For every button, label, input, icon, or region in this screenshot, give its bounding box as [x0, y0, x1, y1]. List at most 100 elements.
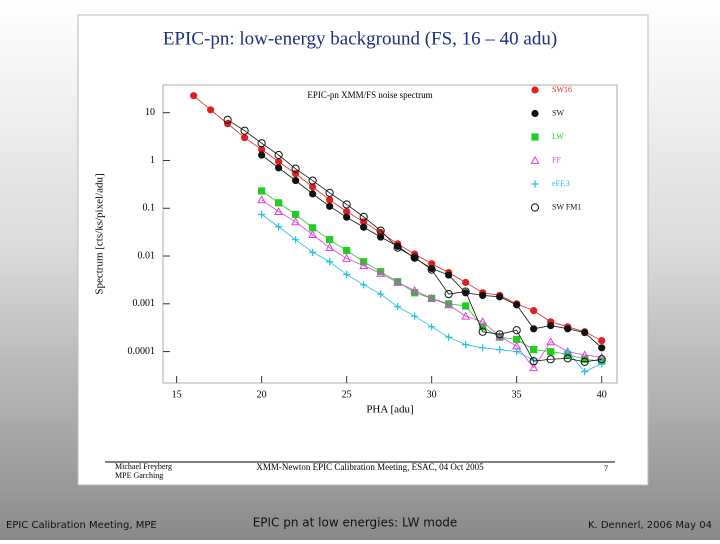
- data-point: [257, 195, 267, 204]
- data-point: [513, 301, 521, 309]
- data-point: [393, 243, 402, 252]
- data-point: [274, 150, 283, 160]
- data-point: [530, 307, 538, 315]
- data-point: [581, 328, 589, 337]
- data-point: [275, 223, 283, 231]
- x-tick-label: 20: [257, 389, 267, 400]
- data-point: [529, 363, 539, 372]
- data-point: [581, 368, 589, 376]
- data-point: [445, 271, 453, 279]
- data-point: [564, 325, 572, 333]
- data-point: [342, 253, 352, 262]
- author: Michael Freyberg: [115, 462, 172, 471]
- data-point: [376, 268, 386, 277]
- data-point: [326, 196, 334, 204]
- data-point: [529, 357, 538, 366]
- data-point: [258, 145, 266, 154]
- data-point: [496, 333, 504, 341]
- data-point: [326, 202, 334, 210]
- x-tick-label: 15: [172, 389, 182, 400]
- data-point: [190, 92, 198, 100]
- author: MPE Garching: [115, 471, 163, 480]
- data-point: [292, 236, 300, 244]
- data-point: [598, 360, 606, 368]
- data-point: [598, 336, 606, 345]
- chart-title: EPIC-pn: low-energy background (FS, 16 –…: [163, 28, 557, 49]
- data-point: [393, 277, 403, 286]
- data-point: [530, 346, 538, 354]
- legend-label: FF: [552, 155, 561, 164]
- y-tick-label: 0.001: [133, 298, 156, 309]
- data-point: [377, 290, 385, 298]
- data-point: [257, 139, 266, 148]
- legend-label: SW: [552, 108, 564, 117]
- data-point: [291, 217, 301, 226]
- data-point: [411, 289, 419, 297]
- data-point: [496, 293, 504, 301]
- series-line: [261, 199, 602, 369]
- legend-marker: [530, 155, 540, 164]
- y-tick-label: 1: [150, 155, 155, 166]
- data-point: [428, 323, 436, 331]
- data-point: [292, 210, 300, 219]
- data-point: [598, 344, 606, 352]
- data-point: [275, 158, 283, 166]
- data-point: [478, 327, 487, 336]
- data-point: [275, 164, 283, 172]
- y-tick-label: 10: [145, 107, 155, 118]
- data-point: [444, 289, 453, 299]
- legend-marker: [531, 180, 539, 188]
- data-point: [241, 134, 249, 142]
- data-point: [427, 293, 437, 302]
- data-point: [495, 331, 505, 340]
- data-point: [326, 236, 334, 244]
- data-point: [308, 230, 318, 239]
- x-axis-label: PHA [adu]: [366, 404, 413, 416]
- data-point: [479, 323, 487, 331]
- data-point: [546, 337, 556, 346]
- data-point: [479, 344, 487, 352]
- data-point: [308, 176, 317, 185]
- legend-marker: [531, 109, 539, 118]
- series-line: [227, 119, 602, 363]
- legend-marker: [531, 133, 539, 141]
- legend-marker: [530, 203, 540, 212]
- data-point: [274, 206, 284, 216]
- data-point: [258, 187, 266, 195]
- data-point: [258, 210, 266, 219]
- x-tick-label: 35: [512, 389, 522, 400]
- data-point: [309, 183, 317, 191]
- data-point: [360, 223, 368, 231]
- footer-center: EPIC pn at low energies: LW mode: [253, 516, 458, 530]
- data-point: [462, 302, 470, 310]
- plot-subtitle: EPIC-pn XMM/FS noise spectrum: [307, 90, 432, 100]
- data-point: [309, 190, 317, 198]
- data-point: [462, 278, 470, 287]
- footer-right: K. Dennerl, 2006 May 04: [588, 520, 712, 531]
- data-point: [462, 341, 470, 349]
- data-point: [495, 330, 504, 339]
- data-point: [427, 265, 436, 274]
- data-point: [496, 346, 504, 354]
- legend-label: SW16: [552, 85, 572, 94]
- data-point: [325, 242, 335, 251]
- page-number: 7: [604, 464, 608, 473]
- data-point: [343, 208, 351, 216]
- data-point: [240, 126, 249, 135]
- data-point: [343, 270, 351, 279]
- data-point: [444, 300, 454, 309]
- data-point: [275, 199, 283, 207]
- data-point: [377, 233, 385, 241]
- y-tick-label: 0.1: [143, 203, 156, 214]
- data-point: [530, 325, 538, 333]
- data-point: [564, 347, 572, 356]
- data-point: [445, 300, 453, 308]
- data-point: [461, 287, 470, 296]
- data-point: [377, 268, 385, 276]
- data-point: [207, 106, 215, 114]
- y-tick-label: 0.0001: [128, 346, 156, 357]
- data-point: [359, 260, 369, 269]
- data-point: [223, 115, 232, 124]
- data-point: [326, 258, 334, 266]
